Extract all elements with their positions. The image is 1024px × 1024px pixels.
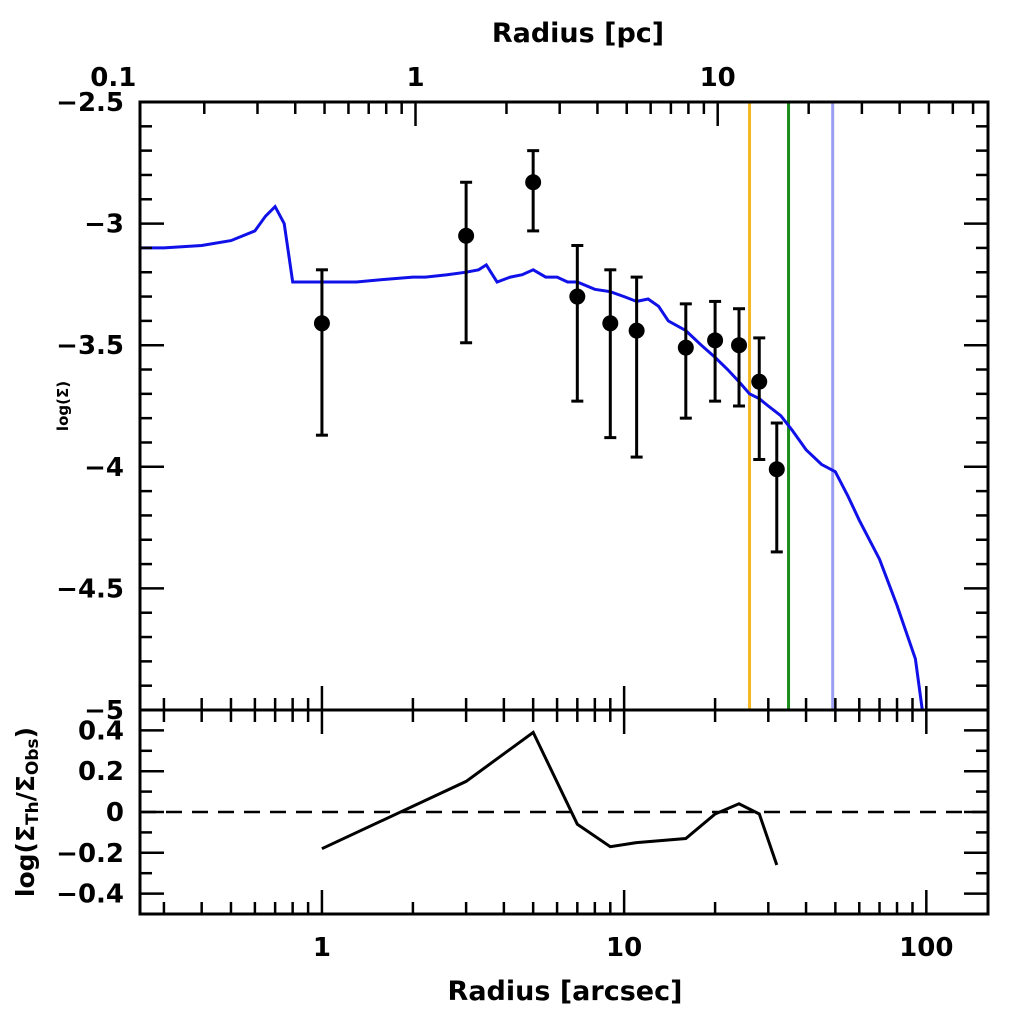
bottom-panel: 0.4 0.2 0 −0.2 −0.4 1 10 100 Radius [arcsec] l… bbox=[11, 708, 990, 1007]
x-tick-label: 1 bbox=[313, 933, 331, 963]
observed-points bbox=[313, 149, 785, 554]
y-tick-label: −0.4 bbox=[56, 880, 124, 910]
top-panel-ticks bbox=[140, 100, 988, 712]
bottom-panel-ticks bbox=[140, 708, 988, 916]
y-axis-title-part: Obs bbox=[23, 738, 43, 775]
data-point bbox=[525, 174, 542, 191]
data-point bbox=[458, 227, 475, 244]
top-x-tick-label: 1 bbox=[406, 63, 424, 93]
data-point bbox=[707, 332, 724, 349]
bottom-y-tick-labels: 0.4 0.2 0 −0.2 −0.4 bbox=[56, 716, 124, 909]
data-point bbox=[602, 315, 619, 332]
model-profile-line bbox=[140, 204, 924, 711]
data-point bbox=[569, 288, 586, 305]
y-tick-label: 0.2 bbox=[78, 757, 124, 787]
y-tick-label: −5 bbox=[84, 696, 124, 726]
data-point bbox=[751, 373, 768, 390]
data-point bbox=[628, 322, 645, 339]
top-x-tick-label: 0.1 bbox=[90, 63, 136, 93]
y-tick-label: −4.5 bbox=[56, 574, 124, 604]
y-tick-label: 0.4 bbox=[78, 716, 124, 746]
top-panel: −2.5 −3 −3.5 −4 −4.5 −5 0.1 1 10 Radius [pc] lo… bbox=[54, 18, 990, 726]
data-point bbox=[731, 337, 748, 354]
y-axis-title-part: ) bbox=[11, 727, 40, 738]
y-tick-label: −0.2 bbox=[56, 839, 124, 869]
bottom-x-tick-labels: 1 10 100 bbox=[313, 933, 954, 963]
y-tick-label: −3.5 bbox=[56, 331, 124, 361]
x-tick-label: 10 bbox=[606, 933, 642, 963]
data-point bbox=[313, 315, 330, 332]
reference-lines bbox=[748, 102, 835, 710]
top-x-tick-label: 10 bbox=[700, 63, 736, 93]
y-tick-label: −4 bbox=[84, 453, 124, 483]
y-tick-label: 0 bbox=[106, 798, 124, 828]
residual-line bbox=[321, 730, 779, 866]
y-axis-title-part: log(Σ bbox=[11, 825, 40, 897]
data-point bbox=[677, 339, 694, 356]
top-y-tick-labels: −2.5 −3 −3.5 −4 −4.5 −5 bbox=[56, 88, 124, 726]
top-panel-frame bbox=[138, 100, 990, 712]
x-tick-label: 100 bbox=[899, 933, 953, 963]
y-axis-title-part: Th bbox=[23, 801, 43, 825]
bottom-x-axis-title: Radius [arcsec] bbox=[448, 976, 683, 1007]
bottom-y-axis-title: log(ΣTh/ΣObs) bbox=[11, 727, 43, 897]
top-x-tick-labels: 0.1 1 10 bbox=[90, 63, 736, 93]
y-tick-label: −3 bbox=[84, 210, 124, 240]
top-y-axis-title: log(Σ) bbox=[54, 381, 72, 431]
data-point bbox=[768, 461, 785, 478]
top-x-axis-title: Radius [pc] bbox=[492, 18, 664, 49]
y-axis-title-part: /Σ bbox=[11, 775, 40, 801]
y-tick-label: −2.5 bbox=[56, 88, 124, 118]
